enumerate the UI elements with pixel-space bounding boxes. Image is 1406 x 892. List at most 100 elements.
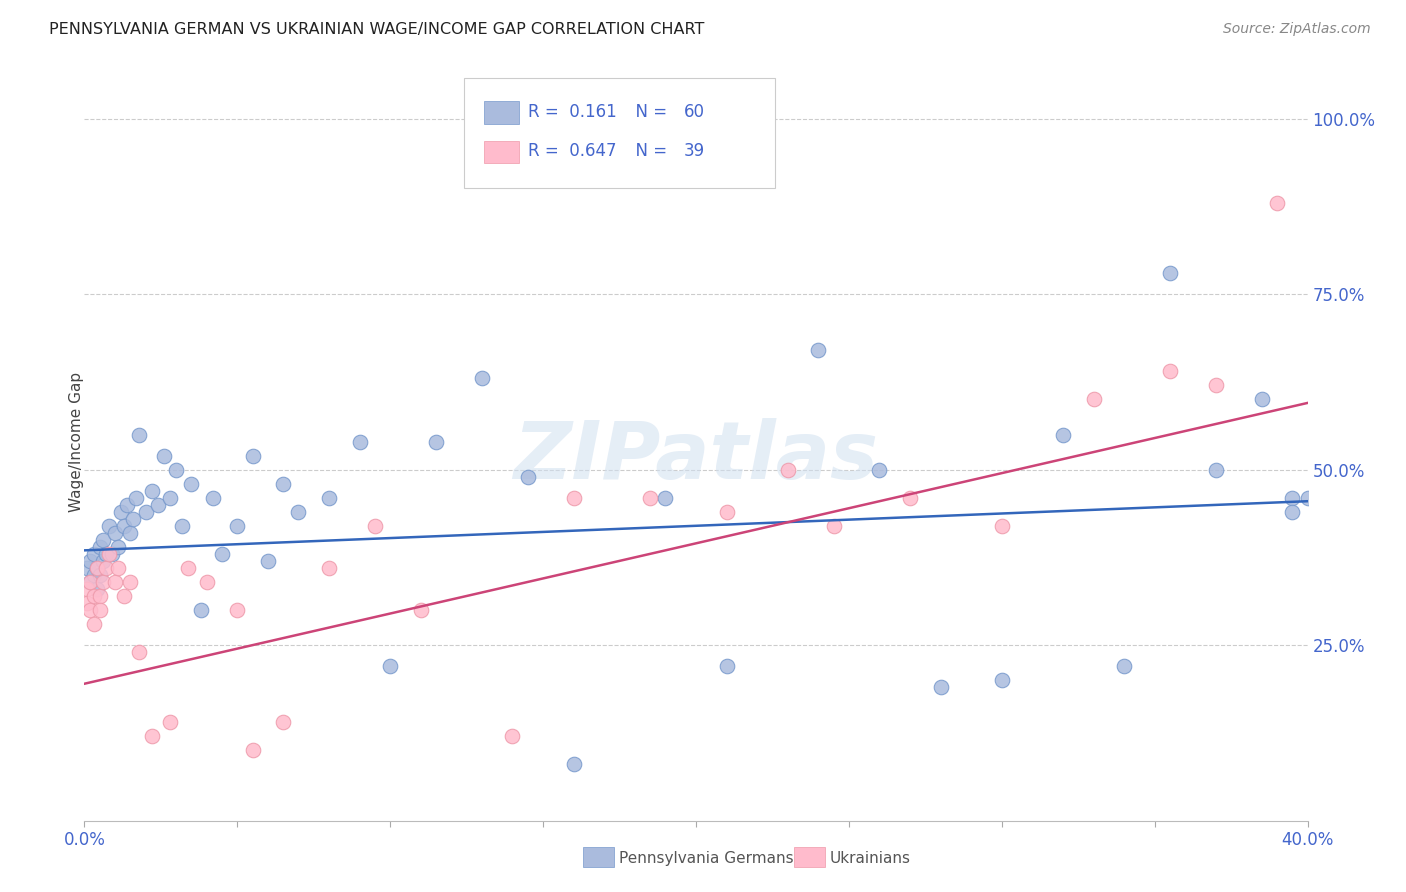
Point <box>128 645 150 659</box>
Point <box>502 730 524 744</box>
Point <box>991 673 1014 688</box>
Point <box>141 730 163 744</box>
Text: Source: ZipAtlas.com: Source: ZipAtlas.com <box>1223 22 1371 37</box>
Text: Pennsylvania Germans: Pennsylvania Germans <box>619 851 793 865</box>
Point <box>211 547 233 561</box>
Point <box>91 533 114 547</box>
Point <box>1159 266 1181 280</box>
Point <box>1114 659 1136 673</box>
Point <box>115 498 138 512</box>
Point <box>195 574 218 589</box>
Text: 0.647: 0.647 <box>564 142 616 161</box>
Point <box>318 561 340 575</box>
Point <box>242 743 264 757</box>
Point <box>242 449 264 463</box>
Text: R =: R = <box>529 103 564 120</box>
FancyBboxPatch shape <box>484 141 519 163</box>
Point <box>380 659 402 673</box>
Point <box>91 554 114 568</box>
Point <box>1052 427 1074 442</box>
Point <box>1250 392 1272 407</box>
Point <box>83 568 105 582</box>
Point <box>120 525 142 540</box>
Point <box>135 505 157 519</box>
Point <box>146 498 169 512</box>
Text: 39: 39 <box>683 142 704 161</box>
Point <box>76 561 98 575</box>
Point <box>94 547 117 561</box>
Point <box>807 343 830 358</box>
Point <box>120 574 142 589</box>
Point <box>201 491 224 505</box>
Point <box>562 491 585 505</box>
Point <box>104 525 127 540</box>
FancyBboxPatch shape <box>484 101 519 124</box>
Point <box>287 505 309 519</box>
Point <box>190 603 212 617</box>
Point <box>125 491 148 505</box>
Point <box>516 469 538 483</box>
Point <box>83 589 105 603</box>
Point <box>159 491 181 505</box>
Point <box>271 715 294 730</box>
Point <box>1281 505 1303 519</box>
Point <box>991 518 1014 533</box>
Point <box>89 603 111 617</box>
Point <box>141 483 163 498</box>
Point <box>104 574 127 589</box>
Point <box>180 476 202 491</box>
Point <box>97 547 120 561</box>
FancyBboxPatch shape <box>464 78 776 187</box>
Point <box>101 547 124 561</box>
Point <box>1265 195 1288 210</box>
Text: R =: R = <box>529 142 564 161</box>
Point <box>76 596 98 610</box>
Text: ZIPatlas: ZIPatlas <box>513 417 879 496</box>
Point <box>86 561 108 575</box>
Point <box>89 540 111 554</box>
Point <box>471 371 494 385</box>
Point <box>122 512 145 526</box>
Point <box>638 491 661 505</box>
Point <box>86 582 108 596</box>
Point <box>107 561 129 575</box>
Point <box>97 518 120 533</box>
Point <box>94 561 117 575</box>
Point <box>83 547 105 561</box>
Point <box>562 757 585 772</box>
Point <box>112 518 135 533</box>
Point <box>898 491 921 505</box>
Text: Ukrainians: Ukrainians <box>830 851 911 865</box>
Point <box>425 434 447 449</box>
Point <box>91 574 114 589</box>
Text: PENNSYLVANIA GERMAN VS UKRAINIAN WAGE/INCOME GAP CORRELATION CHART: PENNSYLVANIA GERMAN VS UKRAINIAN WAGE/IN… <box>49 22 704 37</box>
Point <box>271 476 294 491</box>
Point <box>654 491 676 505</box>
Text: 0.161: 0.161 <box>564 103 617 120</box>
Point <box>172 518 194 533</box>
Point <box>1083 392 1105 407</box>
Point <box>165 462 187 476</box>
Point <box>79 603 101 617</box>
Point <box>1205 378 1227 392</box>
Point <box>869 462 891 476</box>
Text: N =: N = <box>626 142 672 161</box>
Point <box>1205 462 1227 476</box>
Point <box>159 715 181 730</box>
Point <box>79 554 101 568</box>
Point <box>79 574 101 589</box>
Point <box>1159 364 1181 378</box>
Point <box>929 680 952 694</box>
Point <box>318 491 340 505</box>
Point <box>86 561 108 575</box>
Point <box>716 505 738 519</box>
Point <box>128 427 150 442</box>
Point <box>409 603 432 617</box>
Point <box>226 518 249 533</box>
Point <box>153 449 176 463</box>
Point <box>177 561 200 575</box>
Point <box>76 582 98 596</box>
Point <box>349 434 371 449</box>
Point <box>823 518 845 533</box>
Point <box>364 518 387 533</box>
